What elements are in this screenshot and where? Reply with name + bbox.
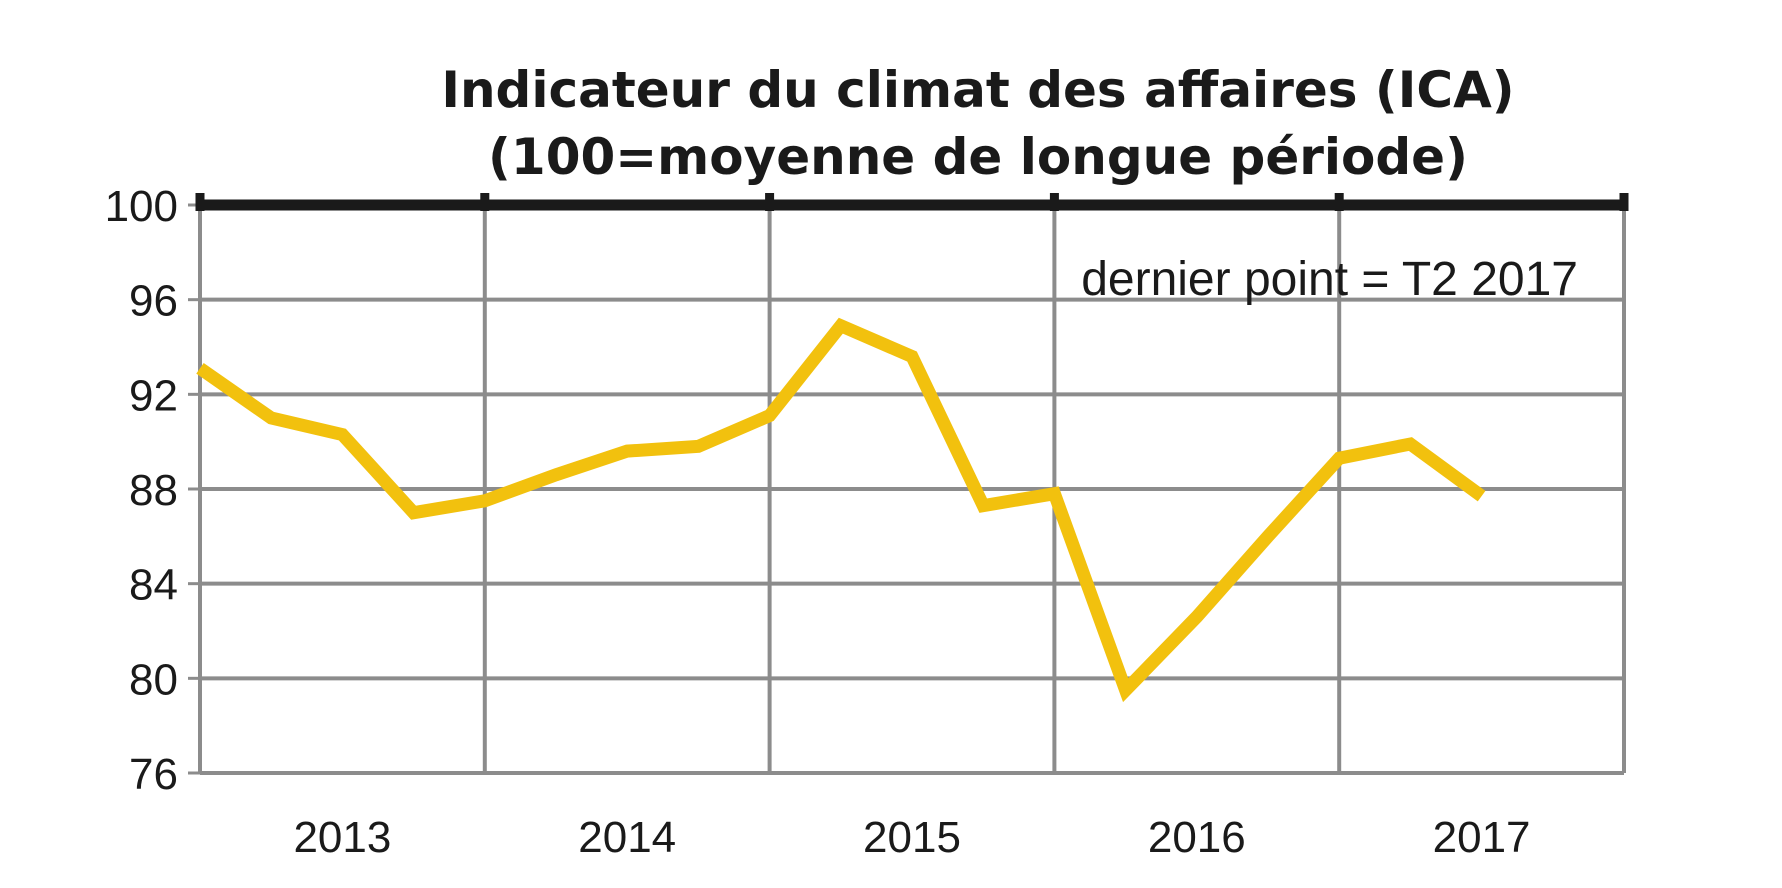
label-layer: 100 96 92 88 84 80 76 2013 2014 2015 2016 2017 <box>105 182 1531 862</box>
data-point <box>625 449 629 453</box>
axis-layer <box>188 193 1629 775</box>
data-point <box>839 324 843 328</box>
y-tick-label: 100 <box>105 182 178 231</box>
y-tick-label: 92 <box>129 371 178 420</box>
data-point <box>981 504 985 508</box>
data-point <box>1052 492 1056 496</box>
x-tick-label: 2016 <box>1148 813 1246 862</box>
y-tick-label: 84 <box>129 561 178 610</box>
x-tick-label: 2014 <box>578 813 676 862</box>
last-point-annotation: dernier point = T2 2017 <box>1081 253 1578 306</box>
x-tick-label: 2017 <box>1433 813 1531 862</box>
y-tick-label: 76 <box>129 750 178 799</box>
data-point <box>1337 456 1341 460</box>
x-tick-label: 2013 <box>293 813 391 862</box>
data-point <box>483 499 487 503</box>
data-point <box>768 414 772 418</box>
data-point <box>1408 442 1412 446</box>
chart-title: Indicateur du climat des affaires (ICA) <box>441 61 1514 119</box>
data-point <box>1266 534 1270 538</box>
data-point <box>340 433 344 437</box>
data-point <box>910 355 914 359</box>
data-point <box>269 416 273 420</box>
data-point <box>198 366 202 370</box>
data-point <box>696 444 700 448</box>
data-point <box>1195 615 1199 619</box>
y-tick-label: 80 <box>129 655 178 704</box>
data-point <box>1124 688 1128 692</box>
data-point <box>1480 494 1484 498</box>
x-tick-label: 2015 <box>863 813 961 862</box>
chart-subtitle: (100=moyenne de longue période) <box>488 128 1468 186</box>
y-tick-label: 96 <box>129 277 178 326</box>
series-line-ica <box>196 317 1486 703</box>
grid-layer <box>198 205 1626 775</box>
data-point <box>412 511 416 515</box>
data-point <box>554 473 558 477</box>
series-layer <box>196 317 1486 703</box>
y-tick-label: 88 <box>129 466 178 515</box>
